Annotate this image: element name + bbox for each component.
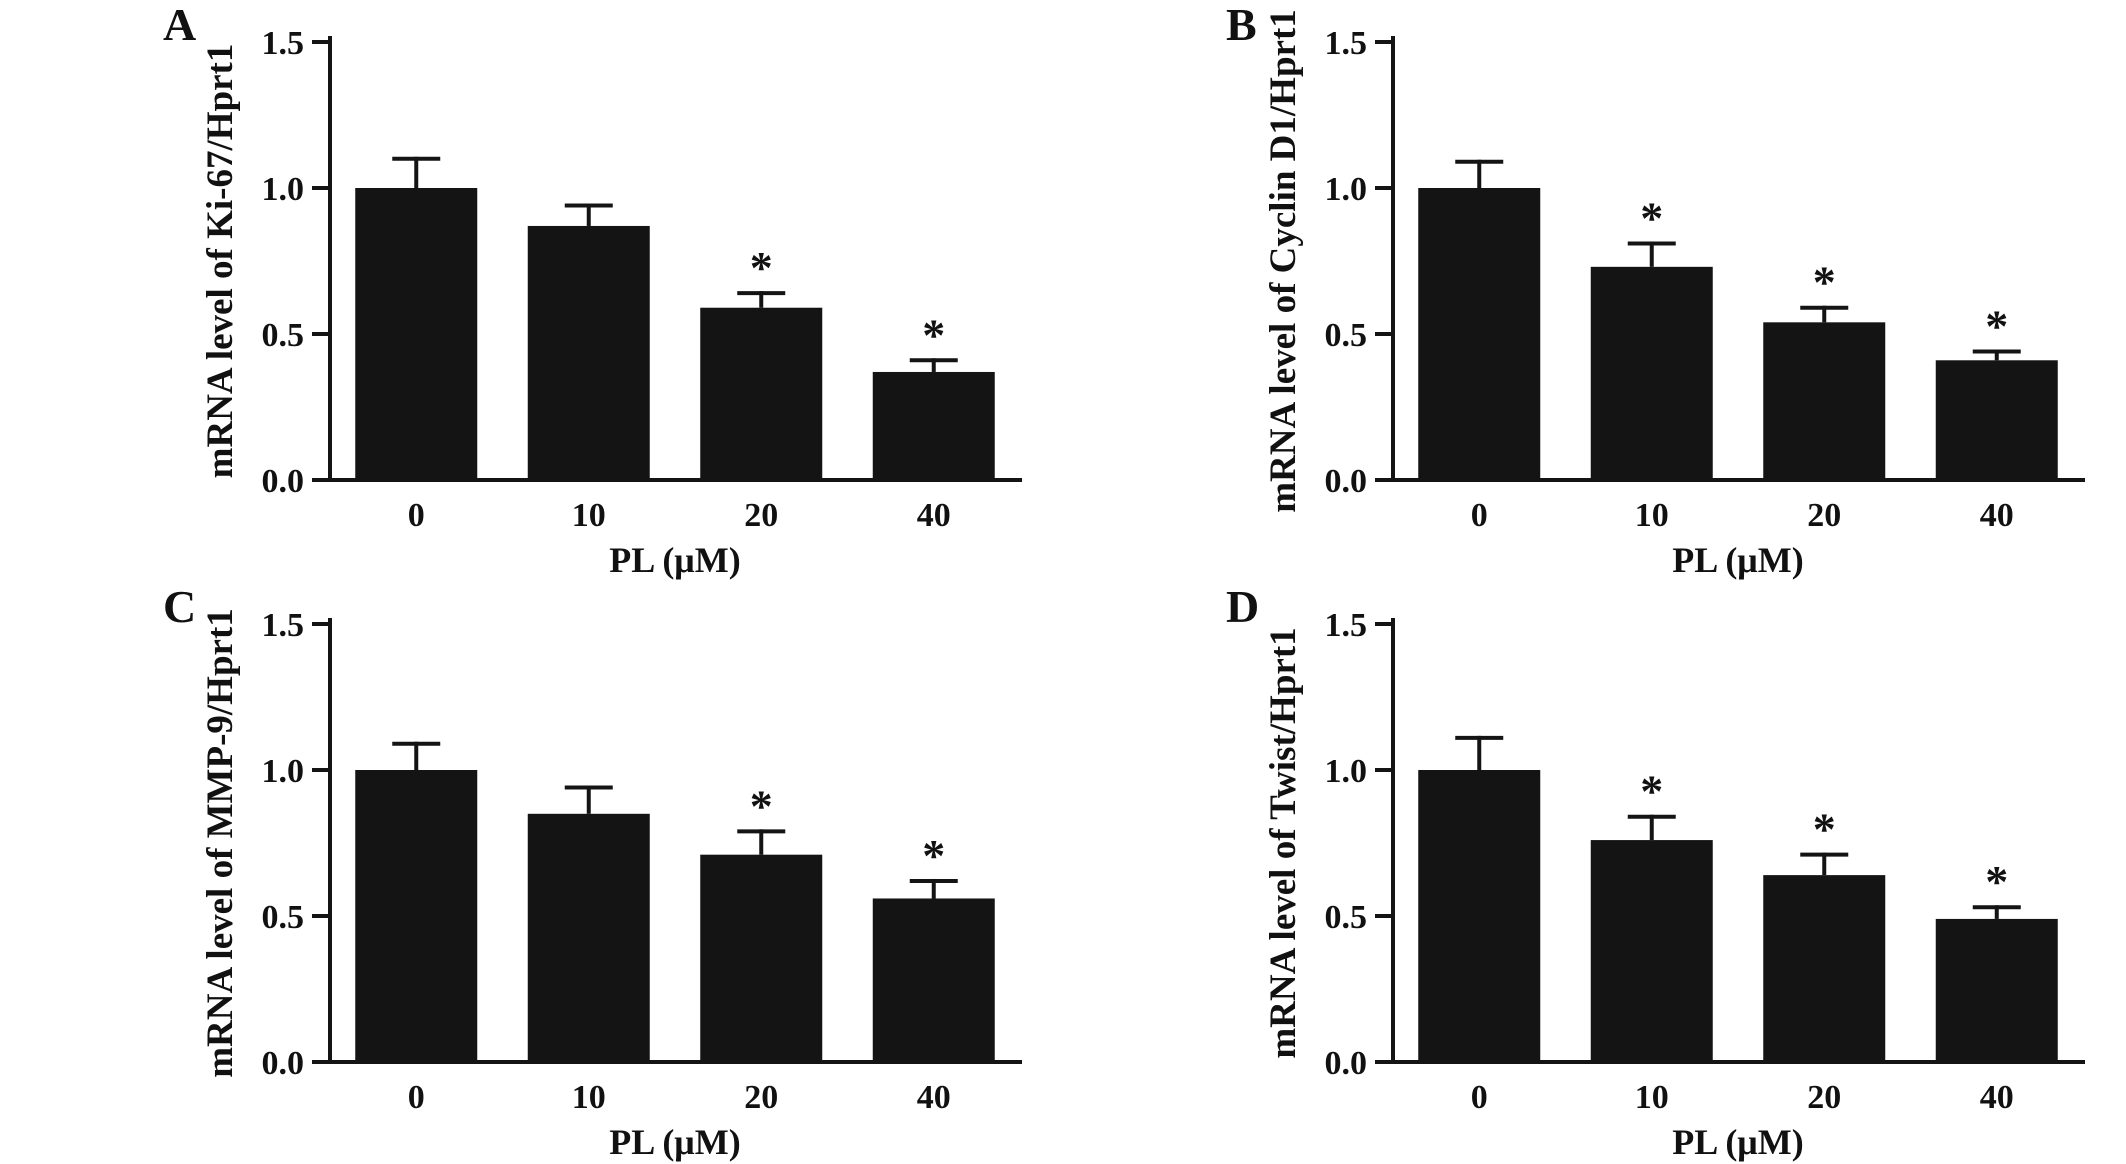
panel-b: B 0.0 0.5 1.0 1.5 0 * 10 * 20 * 40 PL (μM) mRNA leve…: [1063, 0, 2126, 582]
x-category-label: 0: [408, 497, 425, 534]
significance-star: *: [750, 780, 773, 831]
y-tick-label: 1.0: [262, 171, 305, 208]
x-category-label: 20: [744, 1079, 778, 1116]
bar: [527, 813, 650, 1062]
bar: [355, 188, 478, 480]
chart-mmp9: 0.0 0.5 1.0 1.5 0 10 * 20 * 40 PL (μM) mRNA level o…: [200, 607, 1022, 1162]
y-axis-title: mRNA level of Ki-67/Hprt1: [200, 44, 241, 479]
x-category-label: 0: [1471, 497, 1488, 534]
x-category-label: 40: [917, 497, 951, 534]
bar: [872, 898, 995, 1062]
y-axis-title: mRNA level of Twist/Hprt1: [1263, 627, 1304, 1058]
y-tick-label: 1.0: [1325, 753, 1368, 790]
y-tick-label: 0.5: [262, 899, 305, 936]
panel-d: D 0.0 0.5 1.0 1.5 0 * 10 * 20 * 40 PL (μM) mRNA leve…: [1063, 582, 2126, 1164]
panel-c: C 0.0 0.5 1.0 1.5 0 10 * 20 * 40 PL (μM) mRNA level…: [0, 582, 1063, 1164]
x-category-label: 0: [408, 1079, 425, 1116]
y-tick-label: 0.5: [1325, 317, 1368, 354]
bar: [1763, 875, 1886, 1062]
significance-star: *: [1640, 766, 1663, 817]
significance-star: *: [1813, 257, 1836, 308]
y-tick-label: 1.0: [262, 753, 305, 790]
x-category-label: 20: [1807, 1079, 1841, 1116]
y-tick-label: 0.5: [262, 317, 305, 354]
bar: [872, 371, 995, 480]
significance-star: *: [1640, 192, 1663, 243]
significance-star: *: [1985, 856, 2008, 907]
y-tick-label: 0.0: [262, 463, 305, 500]
significance-star: *: [922, 830, 945, 881]
x-axis-title: PL (μM): [609, 1122, 740, 1162]
bar: [1935, 360, 2058, 480]
x-category-label: 20: [1807, 497, 1841, 534]
x-category-label: 0: [1471, 1079, 1488, 1116]
bar: [1418, 188, 1541, 480]
bar: [1590, 840, 1713, 1062]
bar: [527, 225, 650, 480]
y-axis-title: mRNA level of Cyclin D1/Hprt1: [1263, 9, 1304, 513]
y-tick-label: 0.0: [1325, 1045, 1368, 1082]
panel-c-letter: C: [163, 582, 197, 632]
y-axis-title: mRNA level of MMP-9/Hprt1: [200, 608, 241, 1078]
y-tick-label: 0.0: [1325, 463, 1368, 500]
x-category-label: 40: [1980, 497, 2014, 534]
bar: [1590, 266, 1713, 480]
bar: [700, 854, 823, 1062]
bar: [1418, 770, 1541, 1062]
x-category-label: 10: [572, 1079, 606, 1116]
x-category-label: 10: [1635, 1079, 1669, 1116]
y-tick-label: 1.5: [1325, 607, 1368, 644]
y-tick-label: 1.0: [1325, 171, 1368, 208]
chart-twist: 0.0 0.5 1.0 1.5 0 * 10 * 20 * 40 PL (μM) mRNA level …: [1263, 607, 2085, 1162]
x-category-label: 20: [744, 497, 778, 534]
x-category-label: 40: [917, 1079, 951, 1116]
x-category-label: 10: [572, 497, 606, 534]
y-tick-label: 1.5: [262, 607, 305, 644]
x-axis-title: PL (μM): [1672, 540, 1803, 580]
significance-star: *: [922, 309, 945, 360]
significance-star: *: [1985, 301, 2008, 352]
y-tick-label: 1.5: [262, 25, 305, 62]
y-tick-label: 0.0: [262, 1045, 305, 1082]
y-tick-label: 1.5: [1325, 25, 1368, 62]
bar: [355, 770, 478, 1062]
x-axis-title: PL (μM): [609, 540, 740, 580]
significance-star: *: [750, 242, 773, 293]
panel-d-letter: D: [1226, 582, 1260, 632]
panel-a: A 0.0 0.5 1.0 1.5 0 10 * 20 * 40 PL (μM) mRNA level…: [0, 0, 1063, 582]
significance-star: *: [1813, 804, 1836, 855]
chart-cyclin-d1: 0.0 0.5 1.0 1.5 0 * 10 * 20 * 40 PL (μM) mRNA level …: [1263, 9, 2085, 580]
panel-a-letter: A: [163, 0, 197, 50]
x-axis-title: PL (μM): [1672, 1122, 1803, 1162]
chart-ki67: 0.0 0.5 1.0 1.5 0 10 * 20 * 40 PL (μM) mRNA level o…: [200, 25, 1022, 580]
panel-b-letter: B: [1226, 0, 1257, 50]
bar: [700, 307, 823, 480]
bar: [1935, 918, 2058, 1062]
bar: [1763, 322, 1886, 480]
x-category-label: 10: [1635, 497, 1669, 534]
x-category-label: 40: [1980, 1079, 2014, 1116]
y-tick-label: 0.5: [1325, 899, 1368, 936]
